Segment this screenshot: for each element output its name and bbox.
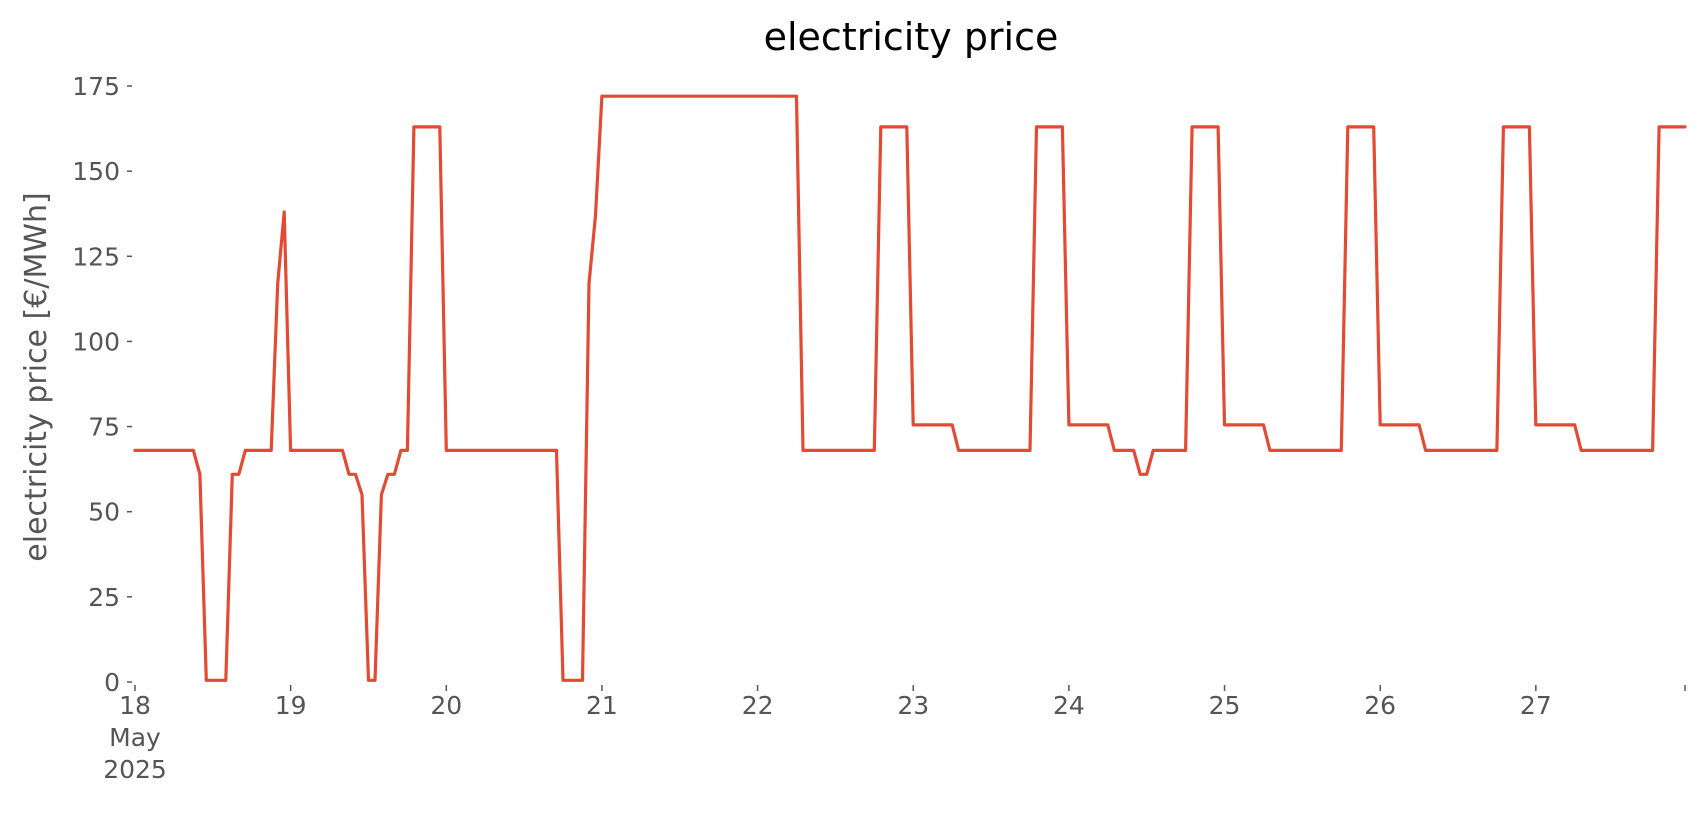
y-tick-label: 25: [88, 583, 120, 612]
x-axis: 18 May 2025 19 20 21 22 23 24 25 26 27: [103, 685, 1686, 784]
y-axis-label: electricity price [€/MWh]: [19, 192, 54, 561]
series-group: [133, 94, 1687, 682]
x-tick-label: 20: [430, 691, 462, 720]
x-tick-label: 23: [897, 691, 929, 720]
y-tick-label: 75: [88, 413, 120, 442]
x-tick-label: 21: [586, 691, 618, 720]
y-tick-label: 125: [72, 242, 120, 271]
y-tick-label: 50: [88, 498, 120, 527]
chart-title: electricity price: [764, 15, 1059, 59]
x-tick-label: 26: [1364, 691, 1396, 720]
y-tick-label: 175: [72, 72, 120, 101]
y-tick-label: 0: [104, 668, 120, 697]
x-tick-label: 19: [275, 691, 307, 720]
x-tick-label: 18 May 2025: [103, 691, 167, 784]
y-axis: 0 25 50 75 100 125 150 175: [72, 72, 132, 697]
series-line-0: [133, 94, 1687, 682]
x-tick-label: 24: [1053, 691, 1085, 720]
x-tick-label: 22: [742, 691, 774, 720]
x-tick-label: 25: [1209, 691, 1241, 720]
y-tick-label: 100: [72, 327, 120, 356]
y-tick-label: 150: [72, 157, 120, 186]
x-tick-label: 27: [1520, 691, 1552, 720]
